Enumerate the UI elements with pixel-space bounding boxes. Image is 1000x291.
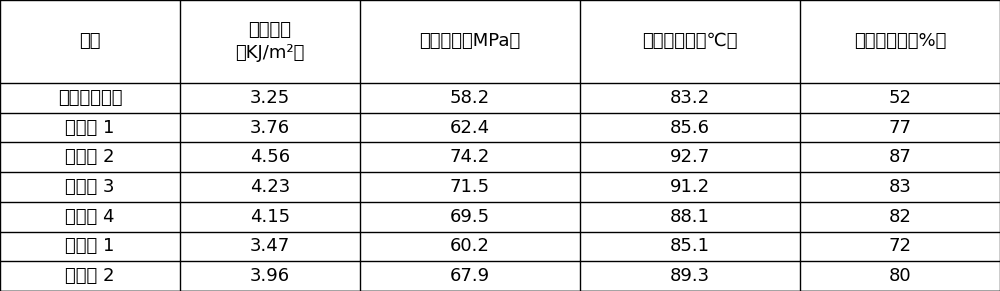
Text: 85.6: 85.6 — [670, 118, 710, 136]
Text: 58.2: 58.2 — [450, 89, 490, 107]
Text: 85.1: 85.1 — [670, 237, 710, 255]
Text: 实施例 1: 实施例 1 — [65, 118, 115, 136]
Text: 维卡软化点（℃）: 维卡软化点（℃） — [642, 33, 738, 50]
Text: 67.9: 67.9 — [450, 267, 490, 285]
Text: 80: 80 — [889, 267, 911, 285]
Text: 52: 52 — [888, 89, 911, 107]
Text: 对比例 1: 对比例 1 — [65, 237, 115, 255]
Text: 71.5: 71.5 — [450, 178, 490, 196]
Text: 4.56: 4.56 — [250, 148, 290, 166]
Text: 样品: 样品 — [79, 33, 101, 50]
Text: 74.2: 74.2 — [450, 148, 490, 166]
Text: 72: 72 — [888, 237, 911, 255]
Text: 市售聚氯乙烯: 市售聚氯乙烯 — [58, 89, 122, 107]
Text: 69.5: 69.5 — [450, 208, 490, 226]
Text: 89.3: 89.3 — [670, 267, 710, 285]
Text: 88.1: 88.1 — [670, 208, 710, 226]
Text: 拉伸强度（MPa）: 拉伸强度（MPa） — [419, 33, 521, 50]
Text: 87: 87 — [889, 148, 911, 166]
Text: 对比例 2: 对比例 2 — [65, 267, 115, 285]
Text: 77: 77 — [888, 118, 911, 136]
Text: 92.7: 92.7 — [670, 148, 710, 166]
Text: 3.47: 3.47 — [250, 237, 290, 255]
Text: 3.25: 3.25 — [250, 89, 290, 107]
Text: 82: 82 — [889, 208, 911, 226]
Text: 冲击强度
（KJ/m²）: 冲击强度 （KJ/m²） — [235, 21, 305, 62]
Text: 4.15: 4.15 — [250, 208, 290, 226]
Text: 83: 83 — [889, 178, 911, 196]
Text: 60.2: 60.2 — [450, 237, 490, 255]
Text: 91.2: 91.2 — [670, 178, 710, 196]
Text: 实施例 2: 实施例 2 — [65, 148, 115, 166]
Text: 实施例 3: 实施例 3 — [65, 178, 115, 196]
Text: 3.96: 3.96 — [250, 267, 290, 285]
Text: 62.4: 62.4 — [450, 118, 490, 136]
Text: 实施例 4: 实施例 4 — [65, 208, 115, 226]
Text: 老化保有率（%）: 老化保有率（%） — [854, 33, 946, 50]
Text: 3.76: 3.76 — [250, 118, 290, 136]
Text: 4.23: 4.23 — [250, 178, 290, 196]
Text: 83.2: 83.2 — [670, 89, 710, 107]
